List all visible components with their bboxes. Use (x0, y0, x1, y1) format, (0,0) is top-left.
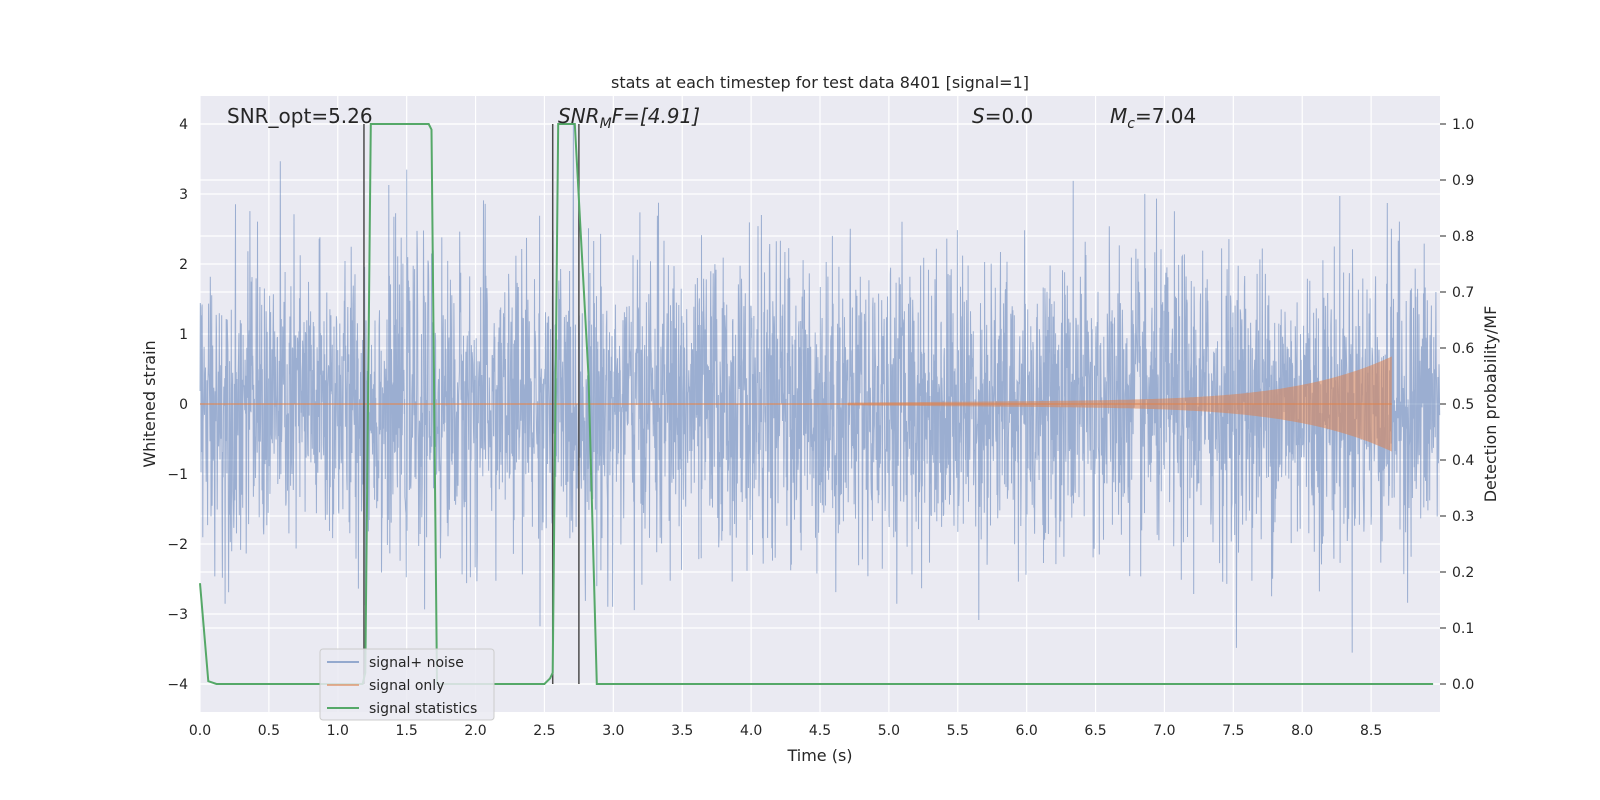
mc-sub: c (1127, 116, 1135, 132)
x-tick-label-11: 5.5 (947, 723, 969, 739)
legend-box (319, 648, 495, 721)
y-tick-label-5: −1 (167, 467, 188, 483)
y2-tick-label-9: 0.1 (1452, 621, 1474, 637)
s-tail: =0.0 (985, 104, 1034, 128)
y2-tick-label-4: 0.6 (1452, 341, 1474, 357)
y-axis-label: Whitened strain (140, 340, 159, 467)
legend: signal+ noise signal only signal statist… (319, 648, 495, 721)
annotation-snr-opt: SNR_opt=5.26 (227, 104, 373, 128)
legend-label-noise: signal+ noise (369, 655, 464, 671)
x-tick-label-5: 2.5 (533, 723, 555, 739)
y2-tick-label-2: 0.8 (1452, 229, 1474, 245)
annotation-s: S=0.0 (972, 104, 1033, 128)
y-tick-label-6: −2 (167, 537, 188, 553)
y-tick-label-4: 0 (179, 397, 188, 413)
x-tick-label-3: 1.5 (396, 723, 418, 739)
y2-ticks: 1.0 0.9 0.8 0.7 0.6 0.5 0.4 0.3 0.2 0.1 0.0 (1440, 117, 1474, 693)
x-tick-label-8: 4.0 (740, 723, 762, 739)
y2-axis-label: Detection probability/MF (1481, 306, 1500, 503)
x-tick-label-12: 6.0 (1016, 723, 1038, 739)
x-axis-label: Time (s) (786, 746, 852, 765)
x-tick-label-9: 4.5 (809, 723, 831, 739)
legend-label-stats: signal statistics (369, 701, 477, 717)
x-ticks: 0.0 0.5 1.0 1.5 2.0 2.5 3.0 3.5 4.0 4.5 5.0 5.5 6.0 6… (189, 723, 1382, 739)
x-tick-label-16: 8.0 (1291, 723, 1313, 739)
y-tick-label-8: −4 (167, 677, 188, 693)
mc-tail: =7.04 (1135, 104, 1196, 128)
series-signal-only (200, 356, 1392, 452)
x-tick-label-17: 8.5 (1360, 723, 1382, 739)
x-tick-label-2: 1.0 (327, 723, 349, 739)
x-tick-label-1: 0.5 (258, 723, 280, 739)
y-ticks: 4 3 2 1 0 −1 −2 −3 −4 (167, 117, 188, 693)
snr-mf-sub: M (600, 116, 612, 132)
y-tick-label-1: 3 (179, 187, 188, 203)
y-tick-label-2: 2 (179, 257, 188, 273)
x-tick-label-7: 3.5 (671, 723, 693, 739)
y2-tick-label-0: 1.0 (1452, 117, 1474, 133)
x-tick-label-14: 7.0 (1153, 723, 1175, 739)
mc-main: M (1110, 104, 1127, 128)
snr-mf-tail-f: F=[4.91] (612, 104, 700, 128)
y-tick-label-7: −3 (167, 607, 188, 623)
x-tick-label-13: 6.5 (1084, 723, 1106, 739)
y2-tick-label-7: 0.3 (1452, 509, 1474, 525)
annotation-snr-mf: SNRMF=[4.91] (558, 104, 700, 132)
x-tick-label-10: 5.0 (878, 723, 900, 739)
y2-tick-label-8: 0.2 (1452, 565, 1474, 581)
y2-tick-label-10: 0.0 (1452, 677, 1474, 693)
series-signal-plus-noise (199, 123, 1441, 653)
snr-mf-main: SNR (558, 104, 600, 128)
s-var: S (972, 104, 985, 128)
y2-tick-label-5: 0.5 (1452, 397, 1474, 413)
x-tick-label-0: 0.0 (189, 723, 211, 739)
x-tick-label-6: 3.0 (602, 723, 624, 739)
annotation-mc: Mc=7.04 (1110, 104, 1196, 132)
y-tick-label-3: 1 (179, 327, 188, 343)
legend-label-signal: signal only (369, 678, 444, 694)
y2-tick-label-6: 0.4 (1452, 453, 1474, 469)
noise-line (199, 123, 1441, 653)
y-tick-label-0: 4 (179, 117, 188, 133)
y2-tick-label-1: 0.9 (1452, 173, 1474, 189)
signal-envelope (847, 356, 1392, 452)
x-tick-label-15: 7.5 (1222, 723, 1244, 739)
chart-title: stats at each timestep for test data 840… (611, 73, 1029, 92)
x-tick-label-4: 2.0 (464, 723, 486, 739)
y2-tick-label-3: 0.7 (1452, 285, 1474, 301)
